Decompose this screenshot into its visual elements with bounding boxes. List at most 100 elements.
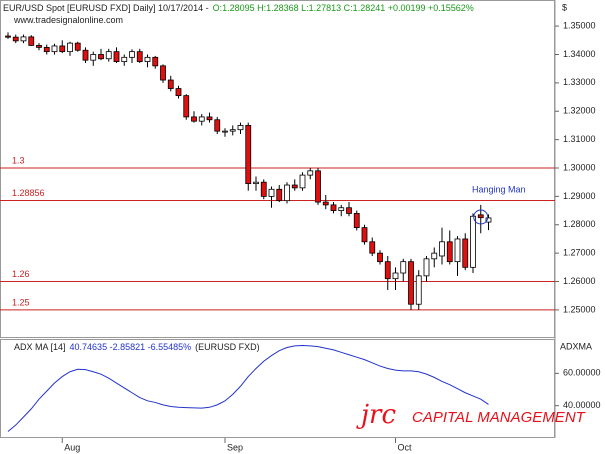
candle-body [408,261,414,305]
candle-body [74,42,81,51]
y-tick-label: 1.31000 [563,134,596,144]
logo-mark: jrc [356,400,396,430]
candle-body [307,170,314,176]
candle-body [268,188,275,197]
candle-body [260,181,267,197]
candle-body [183,95,190,118]
adx-title: ADX MA [14] [14,342,66,352]
candle-body [361,227,368,243]
x-tick-label: Sep [227,442,243,452]
y-tick-label: 40.00000 [563,400,601,410]
annotation-circle [473,209,489,225]
candle-body [67,42,73,53]
candle-body [400,261,407,274]
candle-body [191,116,197,122]
candle-body [369,241,376,254]
candle-body [229,129,236,132]
candle-body [144,56,151,62]
y-axis-label: $ [562,2,567,12]
level-label: 1.25 [12,297,30,307]
x-tick-label: Aug [64,442,80,452]
candle-body [36,45,42,48]
level-label: 1.28856 [12,188,45,198]
y-tick-label: 1.28000 [563,219,596,229]
candle-body [346,207,352,214]
level-label: 1.26 [12,269,30,279]
x-tick-label: Oct [398,442,413,452]
title-row: EUR/USD Spot [EURUSD FXD] Daily] 10/17/2… [3,3,478,13]
candle-body [423,258,430,277]
source: www.tradesignalonline.com [14,15,124,25]
y-tick-label: 60.00000 [563,368,601,378]
candle-body [98,54,104,60]
candle-body [446,241,453,263]
candle-body [330,204,337,211]
annotation: Hanging Man [472,184,526,194]
y-tick-label: 1.26000 [563,276,596,286]
candle-body [12,36,19,42]
candle-body [338,207,345,211]
candle-body [129,51,135,58]
candle-body [82,49,89,61]
candle-body [392,272,399,280]
adx-title-row: ADX MA [14] 40.74635 -2.85821 -6.55485% (E… [14,342,264,352]
candle-body [353,213,360,229]
candle-body [20,36,27,42]
candle-body [214,119,221,132]
candle-body [152,56,159,67]
candle-body [51,45,58,53]
candle-body [384,261,391,280]
candle-body [462,238,469,268]
y-tick-label: 1.33000 [563,77,596,87]
candle-body [284,184,290,202]
candle-body [291,184,298,189]
y-tick-label: 1.29000 [563,191,596,201]
candle-body [59,45,66,53]
candle-body [198,116,205,122]
source-row: www.tradesignalonline.com [14,15,127,25]
candle-body [377,252,383,263]
ohlc-text: O:1.28095 H:1.28368 L:1.27813 C:1.28241 … [212,3,474,13]
logo-text: CAPITAL MANAGEMENT [412,409,587,426]
candle-body [43,46,50,53]
candle-body [276,188,283,202]
adx-line [7,345,489,432]
candle-body [222,130,228,133]
candle-body [315,170,321,203]
adx-value-text: 40.74635 -2.85821 -6.55485% [69,342,192,352]
candle-body [454,238,461,263]
chart-title: EUR/USD Spot [EURUSD FXD] Daily] 10/17/2… [3,3,209,13]
candle-body [439,241,445,257]
candle-body [322,201,329,206]
candle-body [90,54,97,61]
y-tick-label: 1.25000 [563,304,596,314]
y-tick-label: 1.32000 [563,106,596,116]
candle-body [245,125,252,185]
candle-body [431,252,438,260]
candle-body [237,125,244,131]
candle-body [206,116,213,121]
y-tick-label: 1.30000 [563,162,596,172]
y-tick-label: 1.27000 [563,248,596,258]
y-tick-label: 1.34000 [563,49,596,59]
candle-body [105,51,112,60]
candle-body [485,217,492,223]
level-label: 1.3 [12,155,25,165]
candle-body [175,88,182,97]
y-axis-label: ADXMA [560,341,592,351]
adx-panel [0,339,555,438]
candle-body [299,174,306,189]
candle-body [470,215,476,268]
candle-body [136,51,143,62]
candle-body [415,275,422,305]
candle-body [5,35,11,38]
y-tick-label: 1.35000 [563,20,596,30]
candle-body [253,181,259,185]
candle-body [167,79,174,89]
adx-instrument: (EURUSD FXD) [195,342,260,352]
candle-body [160,65,166,81]
candle-body [477,214,484,219]
candle-body [121,56,128,62]
